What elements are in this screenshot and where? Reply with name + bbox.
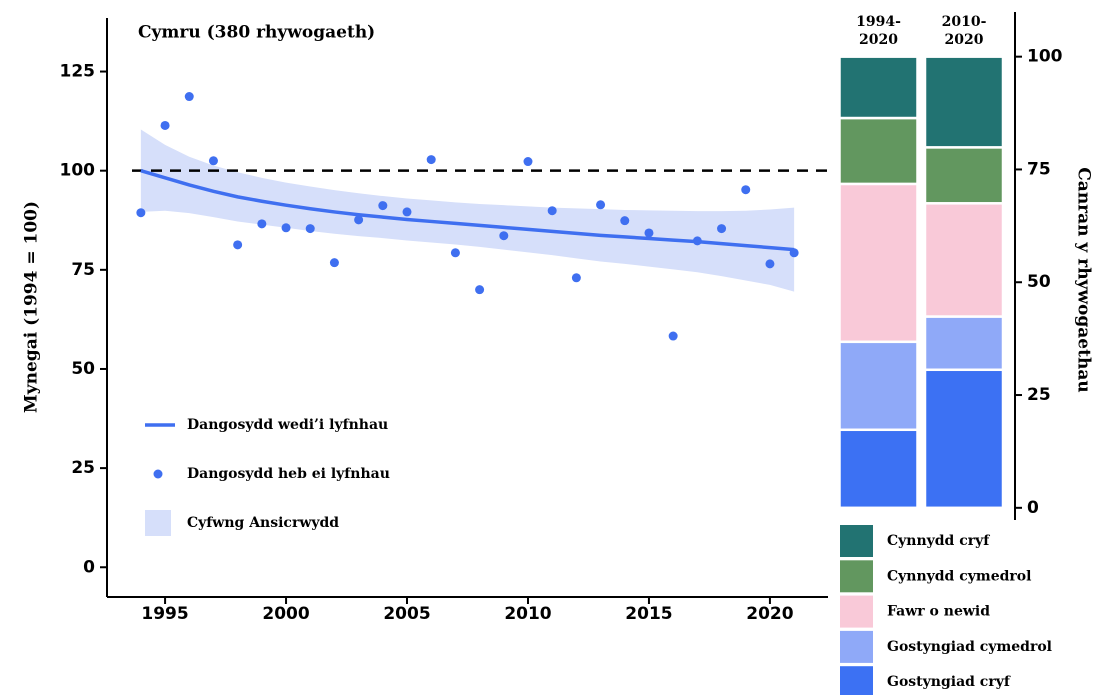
y-tick-label: 25 — [71, 458, 95, 478]
y-tick-label: 75 — [71, 260, 95, 280]
y-tick-label: 125 — [60, 62, 96, 82]
x-tick-label: 1994-2020 — [856, 14, 901, 48]
x-tick-label: 2000 — [262, 604, 309, 624]
data-point — [378, 201, 388, 211]
bar-segment — [838, 116, 919, 186]
data-point — [160, 120, 170, 130]
bar-segment — [838, 182, 919, 344]
legend-label: Cynnydd cymedrol — [887, 568, 1031, 584]
legend-swatch — [840, 630, 873, 663]
data-point — [644, 228, 654, 238]
bar-segment — [923, 202, 1005, 318]
data-point — [450, 248, 460, 258]
data-point — [402, 207, 412, 217]
data-point — [426, 155, 436, 165]
legend-swatch — [153, 469, 163, 479]
chart-title: Cymru (380 rhywogaeth) — [138, 23, 375, 43]
legend-label: Gostyngiad cryf — [887, 674, 1011, 690]
data-point — [475, 285, 485, 295]
bar-segment — [923, 146, 1005, 205]
data-point — [499, 231, 509, 241]
legend-label: Gostyngiad cymedrol — [887, 639, 1052, 655]
bar-segment — [838, 55, 919, 120]
data-point — [233, 240, 243, 250]
y-tick-label: 0 — [1027, 498, 1039, 518]
data-point — [741, 185, 751, 195]
legend-swatch — [840, 666, 873, 695]
data-point — [789, 248, 799, 258]
x-tick-label: 2020 — [746, 604, 793, 624]
smoothed-line — [140, 169, 795, 252]
legend-swatch — [840, 595, 873, 628]
legend-swatch — [145, 510, 171, 536]
confidence-band — [140, 129, 795, 292]
y-tick-label: 0 — [83, 557, 95, 577]
data-point — [281, 223, 291, 233]
x-tick-label: 2005 — [383, 604, 430, 624]
data-point — [184, 92, 194, 102]
data-point — [547, 206, 557, 216]
data-point — [523, 157, 533, 167]
y-axis-title: Canran y rhywogaethau — [1074, 167, 1094, 392]
data-point — [692, 236, 702, 246]
bar-segment — [923, 55, 1005, 149]
data-point — [354, 215, 364, 225]
y-axis-title: Mynegai (1994 = 100) — [22, 201, 42, 413]
legend-label: Dangosydd wedi’i lyfnhau — [187, 417, 388, 433]
bar-segment — [838, 428, 919, 510]
data-point — [571, 273, 581, 283]
data-point — [329, 258, 339, 268]
data-point — [668, 331, 678, 341]
x-tick-label: 2015 — [625, 604, 672, 624]
x-tick-label: 2010 — [504, 604, 551, 624]
legend-label: Cyfwng Ansicrwydd — [187, 515, 339, 531]
legend-label: Cynnydd cryf — [887, 533, 990, 549]
y-tick-label: 25 — [1027, 385, 1051, 405]
bar-segment — [923, 315, 1005, 372]
y-tick-label: 50 — [1027, 272, 1051, 292]
data-point — [208, 156, 218, 166]
bar-segment — [838, 340, 919, 432]
y-tick-label: 100 — [1027, 47, 1063, 67]
x-tick-label: 2010-2020 — [942, 14, 987, 48]
y-tick-label: 75 — [1027, 159, 1051, 179]
legend-swatch — [840, 560, 873, 593]
legend-label: Dangosydd heb ei lyfnhau — [187, 466, 390, 482]
data-point — [257, 219, 267, 229]
legend-label: Fawr o newid — [887, 604, 990, 620]
data-point — [620, 216, 630, 226]
y-tick-label: 50 — [71, 359, 95, 379]
legend-swatch — [840, 525, 873, 557]
data-point — [305, 224, 315, 234]
bar-segment — [923, 368, 1005, 510]
data-point — [136, 208, 146, 218]
data-point — [596, 200, 606, 210]
data-point — [765, 259, 775, 269]
data-point — [717, 224, 727, 234]
x-tick-label: 1995 — [141, 604, 188, 624]
y-tick-label: 100 — [60, 161, 96, 181]
